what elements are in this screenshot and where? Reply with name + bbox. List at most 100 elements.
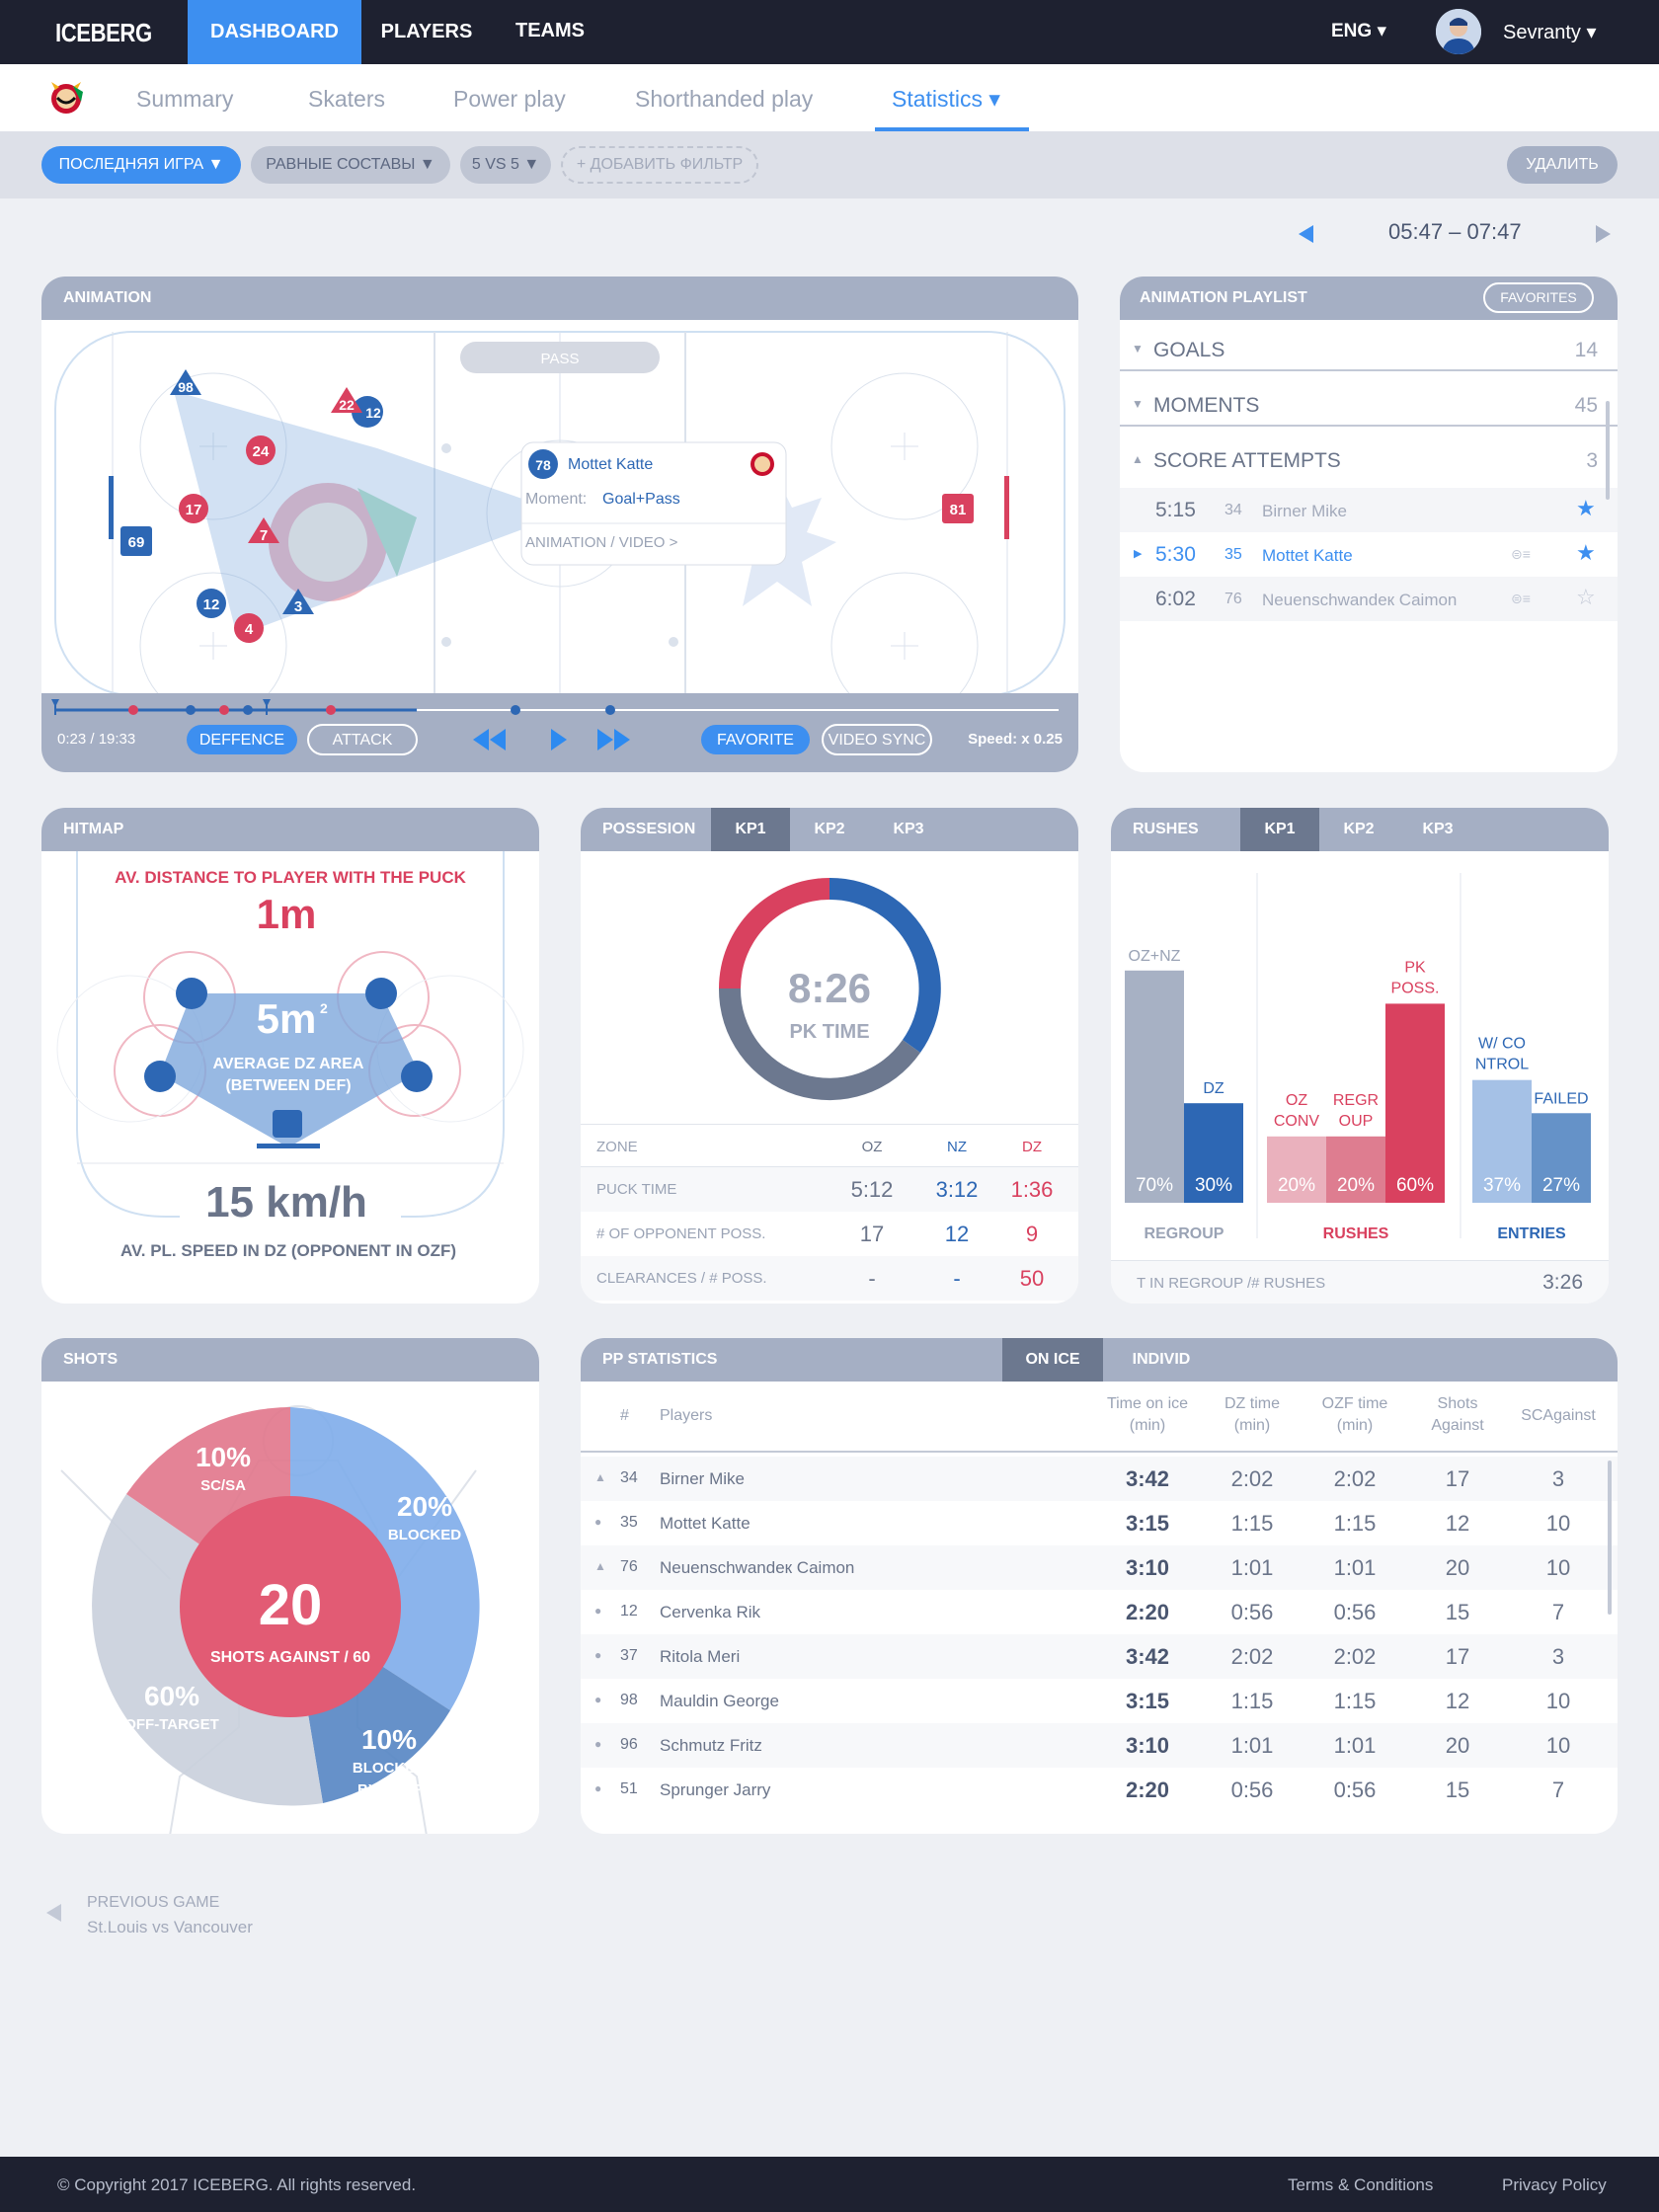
rink-view[interactable]: PASS 98 22 12 24 17 7 69 12 4 3 81 78 Mot…: [41, 320, 1078, 772]
tab-kp2[interactable]: KP2: [1343, 821, 1375, 837]
playlist-section-score-attempts[interactable]: ▲ SCORE ATTEMPTS 3: [1132, 449, 1598, 472]
bar-value-label: 20%: [1337, 1175, 1375, 1196]
tab-on-ice[interactable]: ON ICE: [1002, 1338, 1103, 1382]
speed-label[interactable]: Speed: x 0.25: [968, 731, 1063, 748]
delete-button[interactable]: УДАЛИТЬ: [1507, 146, 1618, 184]
table-row[interactable]: ● 37 Ritola Meri 3:42 2:02 2:02 17 3: [581, 1634, 1618, 1679]
player-name: Sprunger Jarry: [660, 1780, 771, 1799]
player-69[interactable]: 69: [120, 526, 152, 556]
video-note-icon[interactable]: ⊜≡: [1511, 591, 1531, 606]
tab-shorthanded-play[interactable]: Shorthanded play: [635, 86, 814, 112]
table-row[interactable]: ● 12 Cervenka Rik 2:20 0:56 0:56 15 7: [581, 1590, 1618, 1634]
bar-category-label: W/ CO: [1478, 1036, 1526, 1053]
svg-text:4: 4: [245, 621, 254, 638]
tab-skaters[interactable]: Skaters: [308, 86, 385, 112]
player-7[interactable]: 7: [248, 517, 279, 544]
playlist-card: ANIMATION PLAYLIST FAVORITES ▼ GOALS 14 …: [1120, 276, 1618, 772]
next-time-icon[interactable]: [1592, 223, 1614, 245]
shots-pie: 20 SHOTS AGAINST / 60 10% SC/SA 20% BLOC…: [60, 1405, 480, 1834]
table-row[interactable]: ● 98 Mauldin George 3:15 1:15 1:15 12 10: [581, 1679, 1618, 1723]
bar-value-label: 27%: [1542, 1175, 1580, 1196]
filter-5v5[interactable]: 5 VS 5 ▼: [460, 146, 551, 184]
tab-power-play[interactable]: Power play: [453, 86, 566, 112]
playlist-item[interactable]: 5:15 34 Birner Mike ★: [1120, 488, 1618, 532]
star-filled-icon[interactable]: ★: [1576, 496, 1596, 520]
tab-kp2[interactable]: KP2: [814, 821, 845, 837]
ozf-time: 0:56: [1333, 1600, 1377, 1624]
playlist-section-moments[interactable]: ▼ MOMENTS 45: [1120, 387, 1618, 427]
add-filter-button[interactable]: + ДОБАВИТЬ ФИЛЬТР: [561, 146, 758, 184]
app-logo[interactable]: ICEBERG: [55, 18, 152, 47]
row-status-icon: ▲: [594, 1559, 606, 1573]
player-98[interactable]: 98: [170, 369, 201, 395]
video-sync-button[interactable]: VIDEO SYNC: [822, 724, 932, 755]
play-icon[interactable]: [551, 729, 567, 750]
svg-text:81: 81: [950, 502, 967, 518]
rushes-header: RUSHES KP1 KP2 KP3: [1111, 808, 1609, 851]
favorites-button[interactable]: FAVORITES: [1483, 282, 1594, 313]
table-row[interactable]: ▲ 76 Neuenschwandeк Caimon 3:10 1:01 1:01 20 10: [581, 1545, 1618, 1590]
playback-time: 0:23 / 19:33: [57, 731, 135, 748]
previous-game-link[interactable]: PREVIOUS GAME St.Louis vs Vancouver: [43, 1892, 340, 1951]
player-81[interactable]: 81: [942, 494, 974, 523]
table-row[interactable]: ● 96 Schmutz Fritz 3:10 1:01 1:01 20 10: [581, 1723, 1618, 1768]
tab-kp3[interactable]: KP3: [893, 821, 924, 837]
player-tooltip[interactable]: 78 Mottet Katte Moment: Goal+Pass ANIMAT…: [520, 441, 787, 566]
player-4[interactable]: 4: [234, 613, 264, 643]
blocked-def-label-2: BY DEFF: [357, 1781, 421, 1798]
rushes-card: RUSHES KP1 KP2 KP3 70% OZ+NZ 30% DZ REGROUP 2…: [1111, 808, 1609, 1304]
terms-link[interactable]: Terms & Conditions: [1288, 2175, 1434, 2194]
fast-forward-icon[interactable]: [597, 729, 630, 750]
tab-kp1[interactable]: KP1: [1240, 808, 1319, 851]
star-empty-icon[interactable]: ☆: [1576, 585, 1596, 609]
nav-players[interactable]: PLAYERS: [380, 21, 473, 42]
video-note-icon[interactable]: ⊜≡: [1511, 546, 1531, 562]
nav-dashboard[interactable]: DASHBOARD: [188, 0, 361, 64]
playlist-scrollbar[interactable]: [1606, 401, 1610, 500]
pp-table-body: ▲ 34 Birner Mike 3:42 2:02 2:02 17 3 ● 35 Mottet K…: [581, 1457, 1618, 1812]
filter-even-strength[interactable]: РАВНЫЕ СОСТАВЫ ▼: [251, 146, 450, 184]
attack-button[interactable]: ATTACK: [307, 724, 418, 755]
avatar[interactable]: [1436, 9, 1481, 54]
table-row[interactable]: ● 51 Sprunger Jarry 2:20 0:56 0:56 15 7: [581, 1768, 1618, 1812]
svg-text:DEFFENCE: DEFFENCE: [199, 732, 284, 749]
nav-teams[interactable]: TEAMS: [515, 20, 585, 41]
table-row[interactable]: ● 35 Mottet Katte 3:15 1:15 1:15 12 10: [581, 1501, 1618, 1545]
playlist-item[interactable]: 6:02 76 Neuenschwandeк Caimon ⊜≡ ☆: [1120, 577, 1618, 621]
row-status-icon: ●: [594, 1648, 602, 1662]
playlist-item-selected[interactable]: ▶ 5:30 35 Mottet Katte ⊜≡ ★: [1134, 540, 1596, 566]
tab-individ[interactable]: INDIVID: [1132, 1351, 1191, 1368]
footer: © Copyright 2017 ICEBERG. All rights res…: [0, 2157, 1659, 2212]
pp-table-scrollbar[interactable]: [1608, 1461, 1612, 1615]
favorite-button[interactable]: FAVORITE: [701, 725, 810, 754]
tab-statistics[interactable]: Statistics ▾: [892, 86, 1000, 112]
prev-time-icon[interactable]: [1296, 223, 1317, 245]
avatar-image: [1436, 9, 1481, 54]
player-number: 98: [620, 1692, 638, 1708]
sc-against: 10: [1545, 1689, 1571, 1713]
defence-button[interactable]: DEFFENCE: [187, 725, 297, 754]
language-select[interactable]: ENG ▾: [1331, 21, 1386, 41]
tab-kp1[interactable]: KP1: [711, 808, 790, 851]
filter-bar: ПОСЛЕДНЯЯ ИГРА ▼ РАВНЫЕ СОСТАВЫ ▼ 5 VS 5…: [0, 131, 1659, 198]
svg-text:98: 98: [178, 379, 194, 395]
tab-kp3[interactable]: KP3: [1422, 821, 1454, 837]
player-17[interactable]: 17: [179, 494, 208, 523]
rewind-icon[interactable]: [473, 729, 506, 750]
playlist-section-goals[interactable]: ▼ GOALS 14: [1120, 332, 1618, 371]
timeline-markers[interactable]: [51, 699, 615, 715]
player-3[interactable]: 3: [282, 589, 314, 615]
table-row[interactable]: ▲ 34 Birner Mike 3:42 2:02 2:02 17 3: [581, 1457, 1618, 1501]
tab-summary[interactable]: Summary: [136, 86, 234, 112]
dz-time: 2:02: [1230, 1466, 1274, 1491]
tooltip-player-name: Mottet Katte: [568, 456, 653, 473]
player-12[interactable]: 12: [197, 589, 226, 618]
player-24[interactable]: 24: [246, 435, 276, 465]
privacy-link[interactable]: Privacy Policy: [1502, 2175, 1607, 2194]
filter-last-game[interactable]: ПОСЛЕДНЯЯ ИГРА ▼: [41, 146, 241, 184]
player-22[interactable]: 22 12: [331, 387, 383, 428]
user-menu[interactable]: Sevranty ▾: [1503, 22, 1597, 43]
star-filled-icon[interactable]: ★: [1576, 540, 1596, 565]
possession-card: POSSESION KP1 KP2 KP3 8:26 PK TIME ZONE …: [581, 808, 1078, 1304]
player-number: 76: [620, 1558, 638, 1575]
